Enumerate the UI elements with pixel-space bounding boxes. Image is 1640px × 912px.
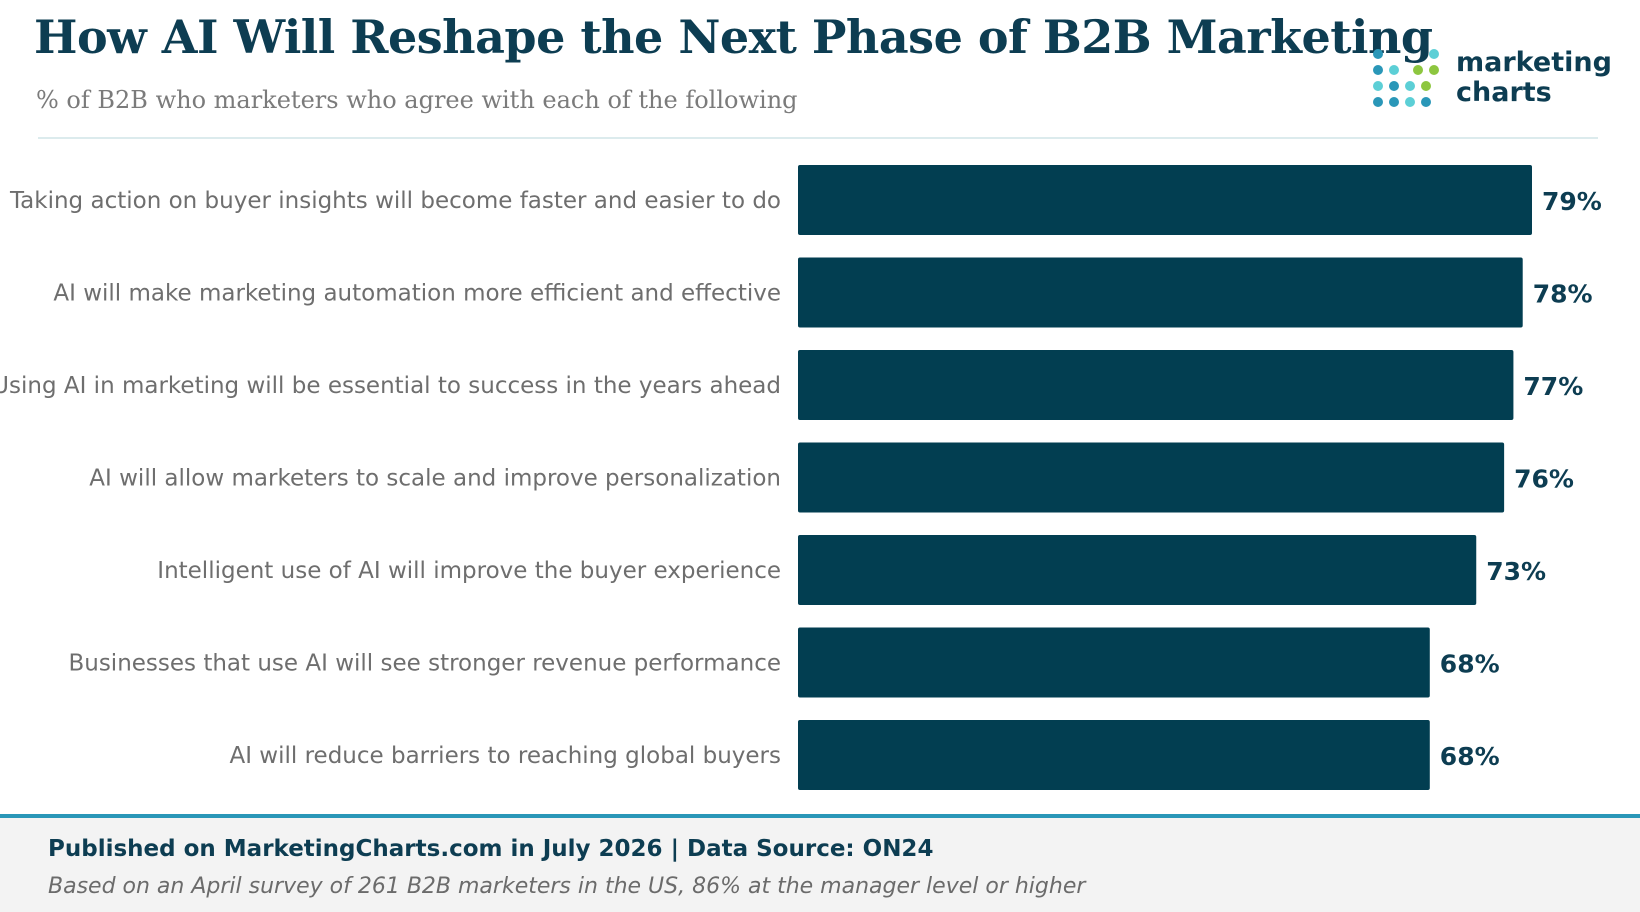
logo-line-1: marketing: [1456, 47, 1612, 78]
marketing-charts-logo: marketing charts: [1372, 46, 1612, 116]
bar: [798, 257, 1523, 328]
footer-source: Published on MarketingCharts.com in July…: [48, 836, 934, 862]
category-label: Businesses that use AI will see stronger…: [68, 651, 781, 677]
logo-wordmark: marketing charts: [1456, 48, 1612, 108]
logo-dots-icon: [1373, 49, 1439, 107]
bar-chart: Taking action on buyer insights will bec…: [0, 165, 1602, 790]
category-label: Using AI in marketing will be essential …: [0, 373, 781, 399]
category-label: Intelligent use of AI will improve the b…: [157, 558, 781, 584]
footer-note: Based on an April survey of 261 B2B mark…: [48, 874, 1086, 899]
chart-subtitle: % of B2B who marketers who agree with ea…: [36, 86, 798, 114]
logo-line-2: charts: [1456, 77, 1552, 108]
header-divider: [38, 137, 1598, 139]
bar: [798, 442, 1505, 513]
footer: Published on MarketingCharts.com in July…: [0, 814, 1640, 912]
data-label: 68%: [1440, 742, 1500, 771]
data-label: 77%: [1523, 372, 1583, 401]
bar: [798, 535, 1477, 605]
category-label: AI will allow marketers to scale and imp…: [89, 466, 781, 492]
category-label: AI will make marketing automation more e…: [53, 281, 781, 307]
bar: [798, 627, 1430, 698]
category-label: Taking action on buyer insights will bec…: [9, 188, 781, 214]
category-label: AI will reduce barriers to reaching glob…: [229, 743, 781, 769]
data-label: 78%: [1533, 280, 1593, 309]
data-label: 68%: [1440, 650, 1500, 679]
chart-title: How AI Will Reshape the Next Phase of B2…: [34, 10, 1433, 64]
bar: [798, 165, 1532, 235]
data-label: 79%: [1542, 187, 1602, 216]
data-label: 76%: [1514, 465, 1574, 494]
bar: [798, 720, 1430, 790]
data-label: 73%: [1486, 557, 1546, 586]
bar: [798, 350, 1514, 420]
